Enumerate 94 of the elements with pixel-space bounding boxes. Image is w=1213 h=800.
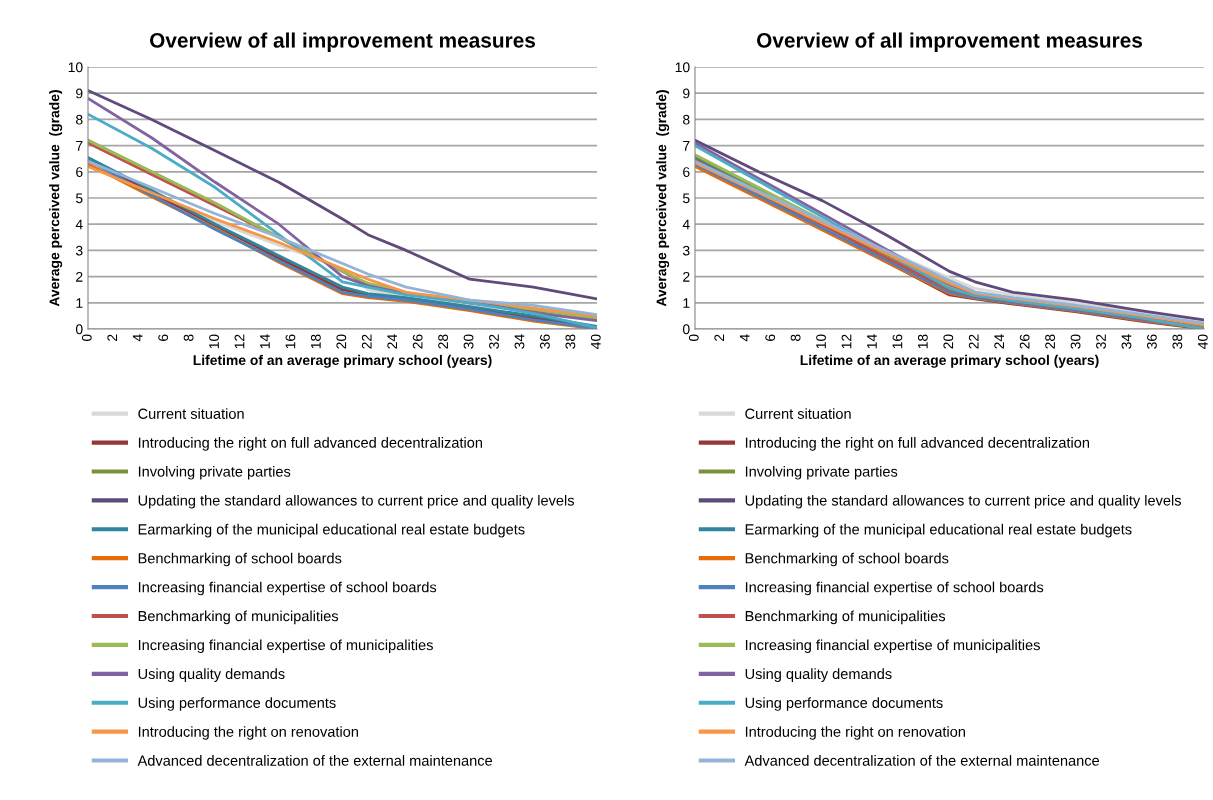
x-tick-label: 22 — [968, 334, 979, 349]
legend-label: Using performance documents — [745, 697, 943, 711]
y-axis-title: Average perceived value (grade) — [656, 90, 670, 307]
legend-label: Advanced decentralization of the external maintenance — [137, 755, 493, 766]
x-tick-label: 0 — [688, 334, 699, 342]
x-tick-label: 28 — [1045, 334, 1056, 349]
y-tick-label: 8 — [683, 114, 690, 125]
chart-title: Overview of all improvement measures — [150, 32, 536, 52]
x-tick-label: 38 — [1172, 334, 1183, 349]
x-axis-title: Lifetime of an average primary school (years) — [193, 354, 492, 368]
y-tick-label: 5 — [75, 193, 83, 204]
x-tick-label: 40 — [590, 334, 601, 349]
legend-label: Introducing the right on full advanced decentralization — [138, 437, 482, 451]
x-tick-label: 0 — [81, 334, 92, 342]
x-tick-label: 22 — [361, 334, 372, 349]
legend-label: Introducing the right on renovation — [745, 726, 965, 740]
legend-label: Increasing financial expertise of municipalities — [745, 639, 1040, 654]
x-tick-label: 16 — [285, 334, 296, 349]
x-tick-label: 12 — [841, 334, 852, 349]
y-tick-label: 10 — [68, 62, 83, 73]
x-tick-label: 34 — [1121, 334, 1132, 349]
x-tick-label: 26 — [1019, 334, 1030, 349]
legend-label: Updating the standard allowances to current price and quality levels — [745, 494, 1181, 509]
y-tick-label: 6 — [76, 167, 83, 177]
legend-label: Introducing the right on renovation — [138, 726, 358, 740]
y-tick-label: 1 — [683, 298, 690, 308]
x-tick-label: 34 — [514, 334, 525, 349]
x-tick-label: 20 — [336, 334, 347, 349]
y-tick-label: 10 — [675, 62, 690, 73]
x-tick-label: 14 — [867, 334, 877, 349]
x-tick-label: 36 — [1146, 334, 1157, 349]
legend-label: Using quality demands — [745, 668, 892, 682]
x-tick-label: 40 — [1197, 334, 1208, 349]
x-tick-label: 4 — [739, 334, 750, 342]
y-tick-label: 9 — [683, 88, 690, 99]
x-tick-label: 6 — [158, 334, 169, 341]
x-tick-label: 24 — [994, 334, 1004, 349]
y-tick-label: 7 — [683, 141, 690, 151]
legend-label: Earmarking of the municipal educational real estate budgets — [138, 523, 525, 538]
x-tick-label: 18 — [917, 334, 928, 349]
x-tick-label: 2 — [107, 334, 118, 341]
legend-label: Benchmarking of school boards — [138, 552, 342, 567]
x-tick-label: 32 — [1096, 334, 1106, 349]
legend-label: Benchmarking of municipalities — [138, 610, 339, 625]
legend-label: Current situation — [138, 408, 244, 419]
x-tick-label: 38 — [565, 334, 576, 349]
legend-label: Benchmarking of municipalities — [745, 610, 946, 625]
legend-label: Earmarking of the municipal educational real estate budgets — [745, 523, 1132, 538]
y-tick-label: 7 — [76, 141, 83, 151]
x-tick-label: 8 — [790, 334, 801, 341]
x-tick-label: 18 — [310, 334, 321, 349]
legend-label: Using performance documents — [138, 697, 336, 711]
legend-label: Benchmarking of school boards — [745, 552, 949, 567]
legend-label: Involving private parties — [138, 466, 291, 480]
x-tick-label: 32 — [489, 334, 499, 349]
x-tick-label: 24 — [387, 334, 397, 349]
y-tick-label: 3 — [682, 245, 690, 256]
x-tick-label: 14 — [260, 334, 270, 349]
y-tick-label: 2 — [76, 271, 83, 282]
legend-label: Current situation — [745, 408, 851, 419]
chart-title: Overview of all improvement measures — [757, 32, 1143, 52]
y-tick-label: 2 — [683, 271, 690, 282]
x-tick-label: 4 — [132, 334, 143, 342]
x-tick-label: 20 — [943, 334, 954, 349]
y-tick-label: 3 — [75, 245, 83, 256]
y-tick-label: 4 — [75, 219, 83, 230]
legend-label: Updating the standard allowances to current price and quality levels — [138, 494, 574, 509]
x-tick-label: 30 — [463, 334, 474, 349]
legend-label: Increasing financial expertise of school boards — [138, 581, 437, 596]
y-tick-label: 5 — [682, 193, 690, 204]
legend-label: Using quality demands — [138, 668, 285, 682]
x-axis-title: Lifetime of an average primary school (years) — [800, 354, 1099, 368]
x-tick-label: 10 — [209, 334, 219, 349]
y-tick-label: 1 — [76, 298, 83, 308]
legend-label: Involving private parties — [745, 466, 898, 480]
legend-label: Introducing the right on full advanced decentralization — [745, 437, 1089, 451]
x-tick-label: 10 — [816, 334, 826, 349]
y-tick-label: 9 — [76, 88, 83, 99]
y-axis-title: Average perceived value (grade) — [49, 90, 63, 307]
x-tick-label: 2 — [714, 334, 725, 341]
x-tick-label: 36 — [539, 334, 550, 349]
x-tick-label: 8 — [183, 334, 194, 341]
y-tick-label: 8 — [76, 114, 83, 125]
x-tick-label: 30 — [1070, 334, 1081, 349]
x-tick-label: 16 — [892, 334, 903, 349]
legend-label: Increasing financial expertise of school boards — [745, 581, 1044, 596]
y-tick-label: 4 — [682, 219, 690, 230]
legend-label: Advanced decentralization of the external maintenance — [744, 755, 1100, 766]
x-tick-label: 6 — [765, 334, 776, 341]
x-tick-label: 28 — [438, 334, 449, 349]
legend-label: Increasing financial expertise of municipalities — [138, 639, 433, 654]
y-tick-label: 6 — [683, 167, 690, 177]
x-tick-label: 26 — [412, 334, 423, 349]
x-tick-label: 12 — [234, 334, 245, 349]
